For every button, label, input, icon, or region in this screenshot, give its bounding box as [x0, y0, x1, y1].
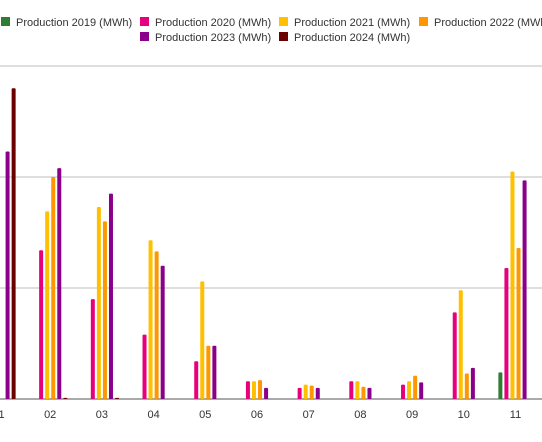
x-tick-label: 07 [303, 409, 315, 421]
bar-05-series-4 [212, 345, 217, 399]
bar-09-series-2 [407, 381, 412, 399]
bar-02-series-1 [39, 250, 44, 399]
legend-swatch [140, 17, 149, 26]
x-tick-label: 02 [44, 409, 56, 421]
x-tick-label: 09 [406, 409, 418, 421]
legend-label: Production 2023 (MWh) [155, 32, 271, 44]
x-tick-label: 05 [199, 409, 211, 421]
legend-label: Production 2024 (MWh) [294, 32, 410, 44]
bar-11-series-2 [510, 171, 515, 399]
bar-10-series-2 [458, 290, 463, 399]
legend-item[interactable]: Production 2023 (MWh) [140, 32, 271, 44]
legend-item[interactable]: Production 2021 (MWh) [279, 17, 410, 29]
x-tick-label: 11 [510, 409, 521, 421]
bar-05-series-2 [200, 281, 205, 399]
bar-02-series-5 [63, 397, 68, 399]
bar-09-series-3 [413, 375, 418, 399]
bar-09-series-4 [419, 382, 424, 399]
x-tick-label: 06 [251, 409, 263, 421]
bar-03-series-1 [90, 299, 95, 399]
bar-10-series-4 [470, 367, 475, 399]
bar-09-series-1 [401, 384, 406, 399]
bar-02-series-2 [45, 211, 50, 399]
legend-swatch [140, 32, 149, 41]
bar-01-series-4 [5, 151, 10, 399]
legend-item[interactable]: Production 2019 (MWh) [1, 17, 132, 29]
bar-07-series-1 [297, 387, 302, 399]
legend-swatch [279, 32, 288, 41]
legend: Production 2019 (MWh) Production 2020 (MW… [1, 17, 542, 44]
legend-swatch [419, 17, 428, 26]
x-tick-label: 08 [354, 409, 366, 421]
legend-item[interactable]: Production 2024 (MWh) [279, 32, 410, 44]
bar-10-series-1 [452, 312, 457, 399]
legend-swatch [279, 17, 288, 26]
bar-11-series-1 [504, 268, 509, 399]
legend-swatch [1, 17, 10, 26]
bar-11-series-3 [516, 248, 521, 399]
bar-08-series-1 [349, 381, 354, 399]
bar-08-series-2 [355, 381, 360, 399]
bar-10-series-3 [464, 373, 469, 399]
gridlines [0, 65, 542, 400]
bar-03-series-5 [115, 397, 120, 399]
legend-item[interactable]: Production 2020 (MWh) [140, 17, 271, 29]
bar-04-series-2 [148, 240, 153, 399]
bars [5, 88, 527, 399]
bar-11-series-4 [522, 180, 527, 399]
bar-03-series-3 [102, 221, 107, 399]
bar-02-series-3 [51, 177, 56, 399]
bar-06-series-3 [258, 380, 263, 399]
x-tick-label: 03 [96, 409, 108, 421]
bar-02-series-4 [57, 168, 62, 399]
x-axis-ticks: 01 02 03 04 05 06 07 08 09 10 11 [0, 409, 521, 421]
legend-label: Production 2020 (MWh) [155, 17, 271, 29]
bar-07-series-4 [315, 387, 320, 399]
bar-06-series-1 [245, 381, 250, 399]
bar-06-series-4 [264, 387, 269, 399]
bar-04-series-1 [142, 334, 147, 399]
bar-01-series-5 [11, 88, 16, 399]
bar-05-series-1 [194, 361, 199, 399]
x-tick-label: 01 [0, 409, 5, 421]
bar-08-series-3 [361, 386, 366, 399]
bar-04-series-3 [154, 251, 159, 399]
x-tick-label: 10 [458, 409, 470, 421]
x-tick-label: 04 [147, 409, 159, 421]
bar-06-series-2 [251, 381, 256, 399]
legend-label: Production 2021 (MWh) [294, 17, 410, 29]
bar-04-series-4 [160, 265, 165, 399]
bar-08-series-4 [367, 387, 372, 399]
bar-11-series-0 [498, 372, 503, 399]
bar-07-series-2 [303, 384, 308, 399]
bar-03-series-4 [108, 193, 113, 399]
legend-item[interactable]: Production 2022 (MWh) [419, 17, 542, 29]
bar-07-series-3 [309, 385, 314, 399]
legend-label: Production 2019 (MWh) [16, 17, 132, 29]
bar-03-series-2 [96, 206, 101, 399]
bar-05-series-3 [206, 345, 211, 399]
legend-label: Production 2022 (MWh) [434, 17, 542, 29]
